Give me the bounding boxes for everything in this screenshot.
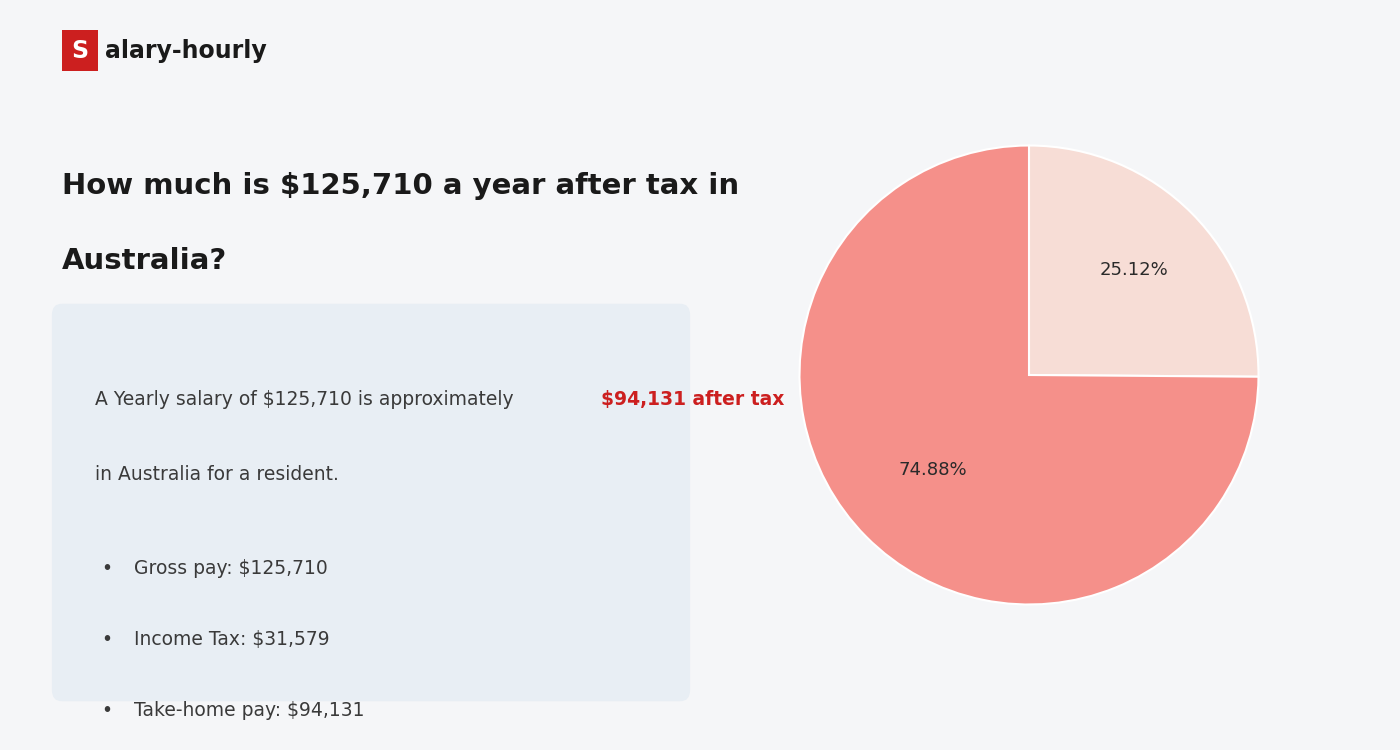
Text: A Yearly salary of $125,710 is approximately: A Yearly salary of $125,710 is approxima… [95, 390, 519, 409]
Text: Australia?: Australia? [62, 248, 227, 275]
Text: S: S [71, 38, 88, 63]
FancyBboxPatch shape [62, 30, 98, 71]
Text: Take-home pay: $94,131: Take-home pay: $94,131 [134, 701, 364, 720]
Text: •: • [101, 701, 112, 720]
Text: 25.12%: 25.12% [1100, 262, 1169, 280]
Text: $94,131 after tax: $94,131 after tax [601, 390, 784, 409]
Text: Gross pay: $125,710: Gross pay: $125,710 [134, 559, 328, 578]
Wedge shape [799, 146, 1259, 604]
FancyBboxPatch shape [52, 304, 690, 701]
Text: Income Tax: $31,579: Income Tax: $31,579 [134, 630, 330, 649]
Text: in Australia for a resident.: in Australia for a resident. [95, 465, 339, 484]
Text: How much is $125,710 a year after tax in: How much is $125,710 a year after tax in [62, 172, 739, 200]
Wedge shape [1029, 146, 1259, 376]
Text: •: • [101, 559, 112, 578]
Text: alary-hourly: alary-hourly [105, 38, 266, 63]
Text: •: • [101, 630, 112, 649]
Text: 74.88%: 74.88% [899, 461, 967, 479]
